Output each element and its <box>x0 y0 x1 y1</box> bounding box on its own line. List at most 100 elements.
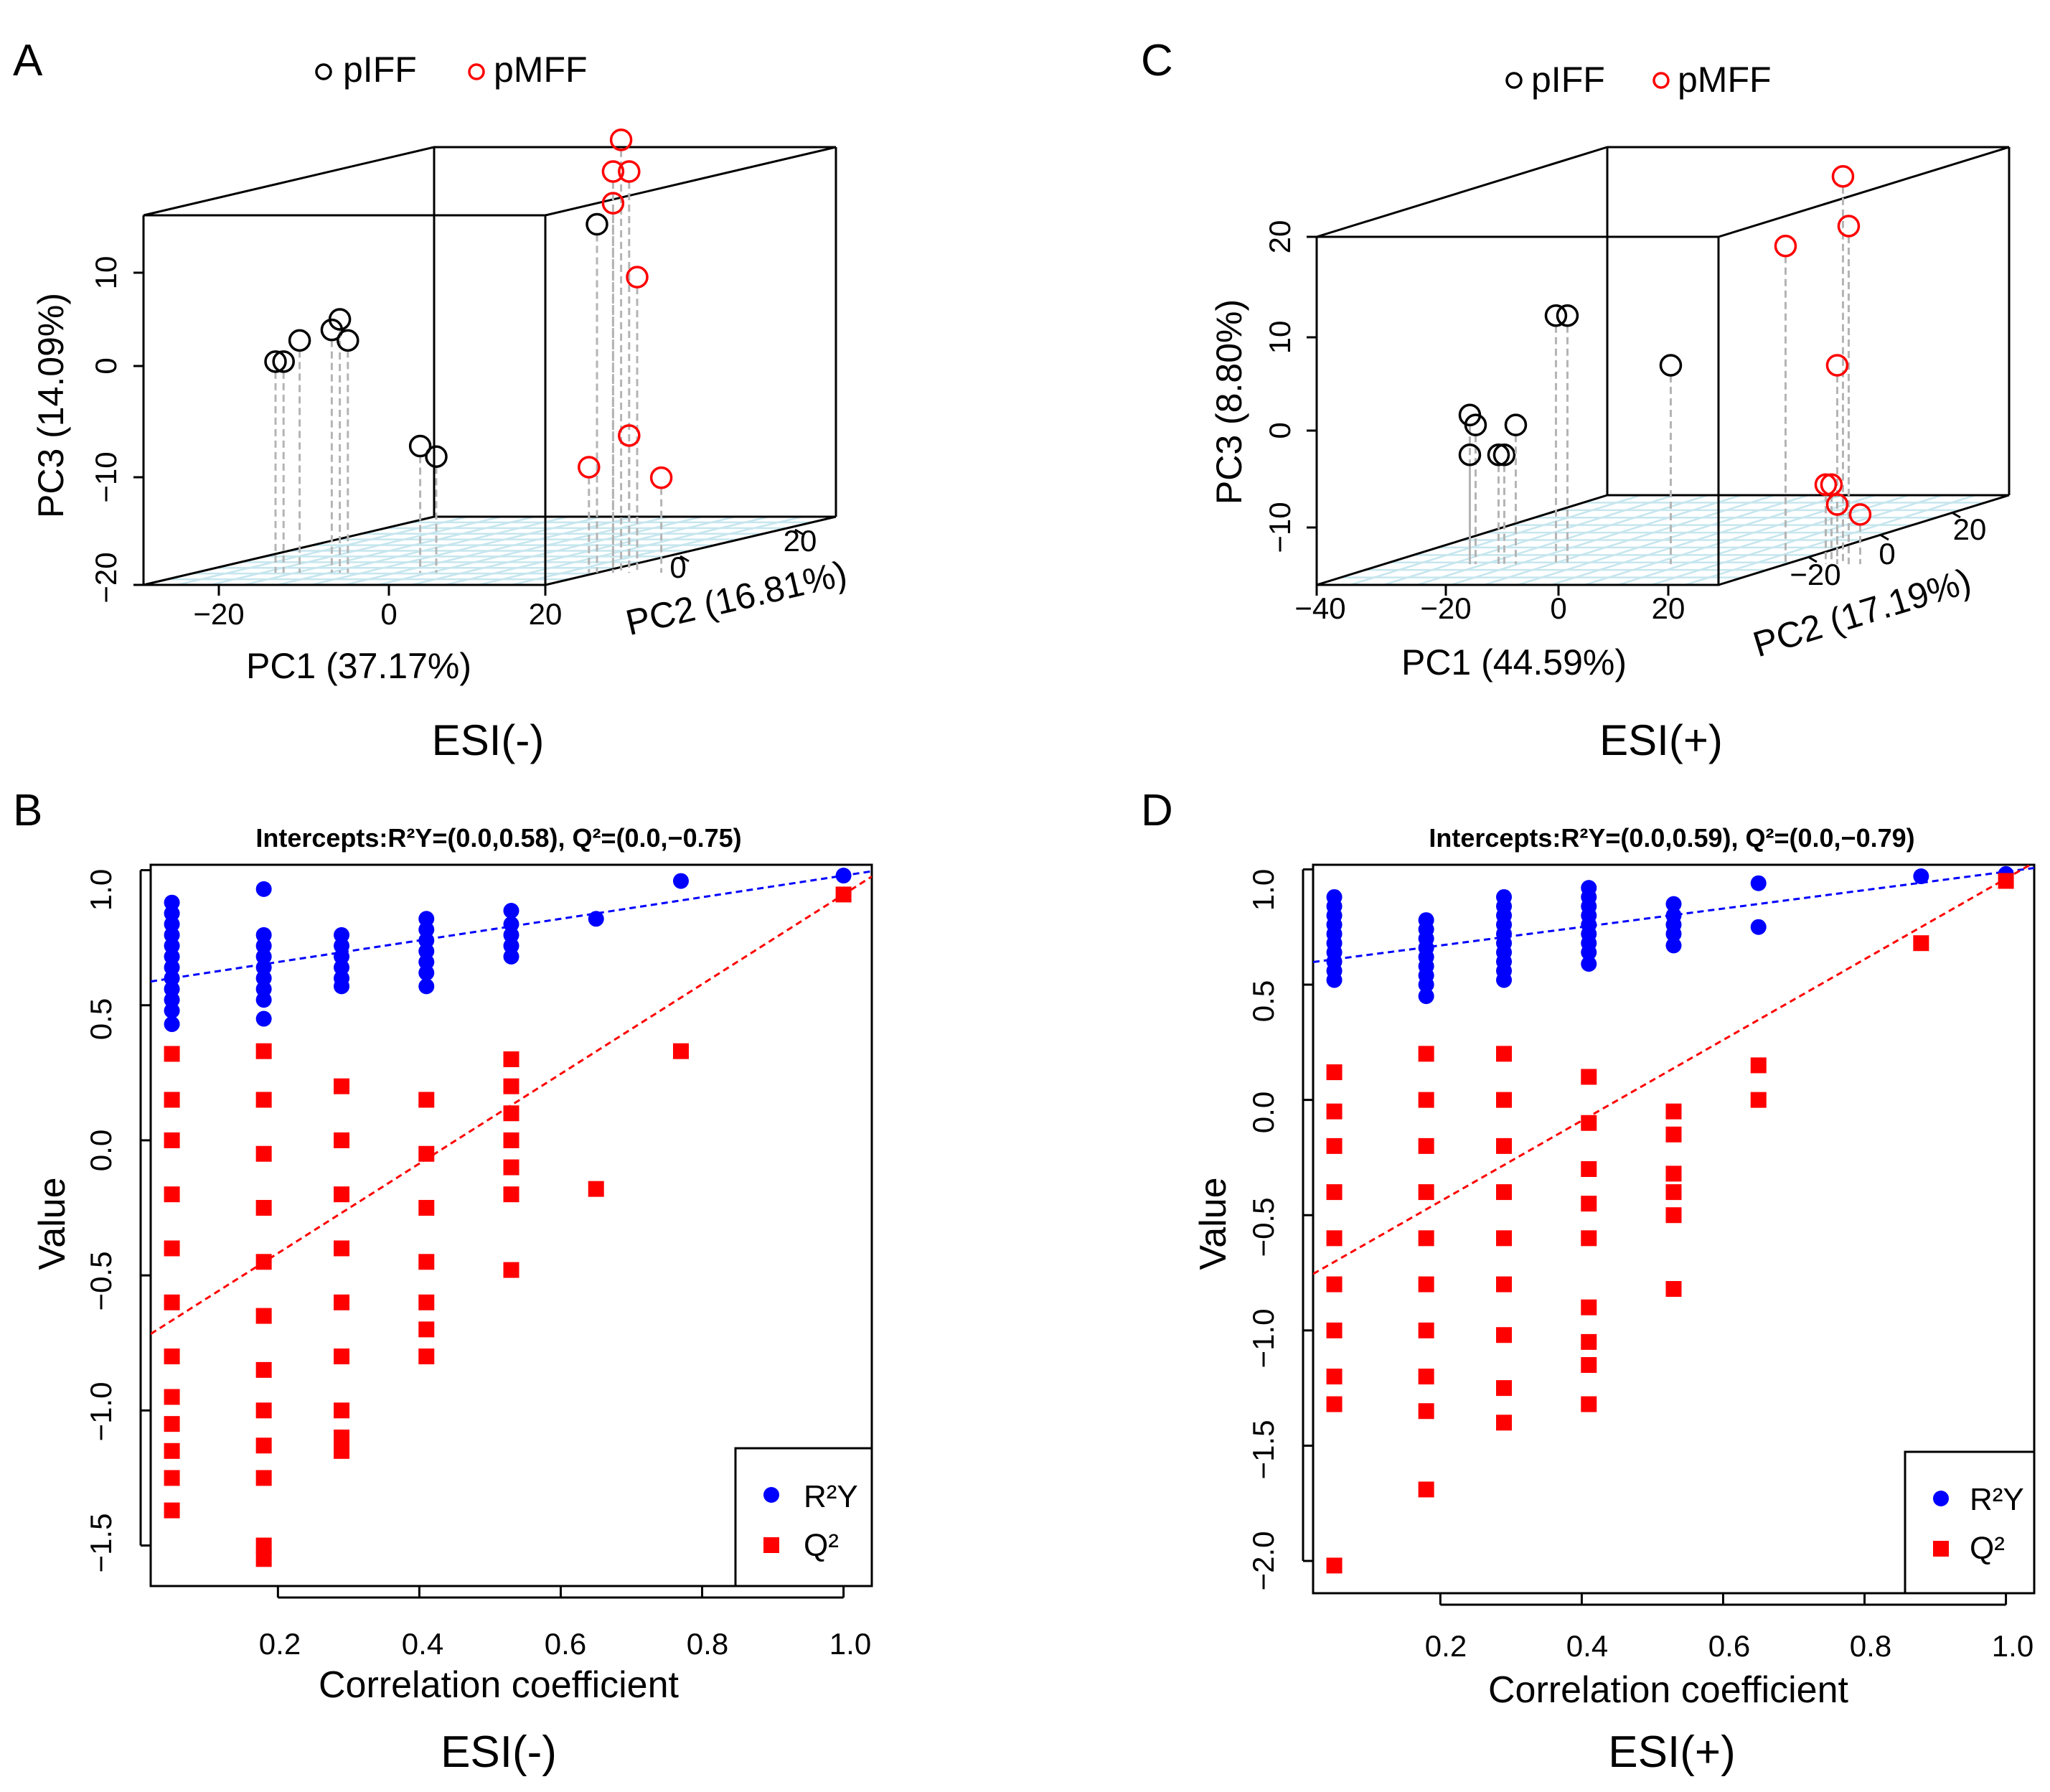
r2y-point <box>418 911 435 927</box>
d-y-tick: 0.5 <box>1246 980 1280 1022</box>
d-y-tick: −1.0 <box>1246 1309 1280 1369</box>
pmff-point <box>1825 493 1849 516</box>
legend-r2y-marker <box>763 1487 779 1503</box>
q2-point <box>1750 1092 1767 1108</box>
q2-point <box>334 1294 350 1310</box>
q2-point <box>255 1145 272 1162</box>
r2y-point <box>418 943 435 960</box>
b-y-tick: 0.5 <box>84 998 118 1040</box>
r2y-point <box>503 902 519 919</box>
q2-point <box>1418 1369 1434 1385</box>
panel-c-letter: C <box>1141 36 1173 85</box>
panel-d: D Intercepts:R²Y=(0.0,0.59), Q²=(0.0,−0.… <box>1141 786 2036 1777</box>
q2-point <box>1581 1069 1597 1085</box>
piff-point <box>586 212 608 236</box>
c-x-label: PC1 (44.59%) <box>1401 642 1627 682</box>
legend-q2-label: Q² <box>1970 1531 2005 1566</box>
panel-b-title: Intercepts:R²Y=(0.0,0.58), Q²=(0.0,−0.75… <box>255 823 741 853</box>
q2-point <box>255 1092 272 1108</box>
r2y-point <box>418 932 435 949</box>
q2-point <box>334 1240 350 1257</box>
piff-point <box>408 434 432 458</box>
r2y-point <box>164 992 180 1008</box>
q2-point <box>334 1348 350 1365</box>
q2-point <box>1326 1557 1343 1574</box>
piff-point <box>425 445 448 469</box>
q2-point <box>418 1348 435 1365</box>
q2-point <box>1581 1115 1597 1131</box>
r2y-point <box>1665 937 1682 954</box>
r2y-point <box>1665 926 1682 942</box>
q2-point <box>334 1132 350 1148</box>
panel-c-box <box>1315 146 2011 586</box>
q2-point <box>503 1186 519 1203</box>
q2-point <box>1665 1126 1682 1143</box>
q2-point <box>418 1200 435 1216</box>
r2y-point <box>1665 896 1682 912</box>
r2y-point <box>503 927 519 943</box>
q2-point <box>503 1105 519 1122</box>
q2-point <box>1496 1380 1513 1397</box>
c-z-tick: −10 <box>1263 502 1297 553</box>
d-y-tick: 1.0 <box>1246 869 1280 911</box>
q2-point <box>418 1321 435 1338</box>
panel-b-x-axis: 0.2 0.4 0.6 0.8 1.0 Correlation coeffici… <box>259 1585 871 1706</box>
q2-point <box>164 1389 180 1405</box>
panel-b-plot-area <box>139 868 872 1599</box>
q2-point <box>164 1132 180 1148</box>
q2-point <box>1496 1276 1513 1293</box>
b-y-tick: −1.0 <box>84 1382 118 1442</box>
pmff-point <box>1825 354 1849 377</box>
pmff-point <box>609 128 633 151</box>
d-y-tick: −2.0 <box>1246 1531 1280 1591</box>
q2-point <box>255 1470 272 1486</box>
q2-point <box>334 1429 350 1445</box>
r2y-point <box>1326 972 1343 988</box>
q2-point <box>164 1294 180 1310</box>
a-x-label: PC1 (37.17%) <box>246 646 471 686</box>
q2-point <box>503 1132 519 1148</box>
q2-point <box>1326 1137 1343 1154</box>
r2y-point <box>503 916 519 932</box>
pmff-point <box>618 424 641 447</box>
r2y-point <box>1913 868 1929 885</box>
q2-point <box>418 1092 435 1108</box>
pmff-point <box>1837 215 1861 238</box>
r2y-point <box>164 970 180 987</box>
panel-a-y-axis: 0 20 PC2 (16.81%) <box>622 524 851 643</box>
pmff-point <box>1831 164 1855 188</box>
pmff-point <box>578 456 601 479</box>
d-y-tick: −1.5 <box>1246 1420 1280 1480</box>
r2y-point <box>255 948 272 965</box>
d-y-tick: −0.5 <box>1246 1198 1280 1257</box>
c-z-tick: 0 <box>1263 422 1297 438</box>
b-x-tick: 1.0 <box>829 1627 871 1661</box>
q2-point <box>418 1294 435 1310</box>
r2y-point <box>1750 919 1767 935</box>
panel-d-caption: ESI(+) <box>1608 1727 1735 1777</box>
d-y-label: Value <box>1193 1177 1234 1270</box>
r2y-point <box>255 881 272 897</box>
panel-c-legend: pIFF pMFF <box>1505 60 1772 100</box>
a-y-tick: 20 <box>784 524 817 558</box>
q2-point <box>1418 1137 1434 1154</box>
q2-point <box>835 886 852 903</box>
q2-point <box>1496 1092 1513 1108</box>
q2-point <box>1496 1415 1513 1431</box>
piff-point <box>264 350 287 373</box>
q2-point <box>1418 1184 1434 1201</box>
r2y-point <box>334 927 350 943</box>
piff-point <box>328 308 352 331</box>
legend-pmff-marker <box>1652 72 1670 89</box>
legend-pmff-marker <box>468 63 485 80</box>
regression-line <box>151 870 872 983</box>
q2-point <box>1326 1230 1343 1247</box>
floor-grid-line <box>1684 494 1976 586</box>
q2-point <box>503 1051 519 1068</box>
a-z-tick: −10 <box>89 451 123 502</box>
q2-point <box>334 1402 350 1419</box>
q2-point <box>1418 1276 1434 1293</box>
b-x-tick: 0.8 <box>687 1627 728 1661</box>
r2y-point <box>164 960 180 976</box>
piff-point <box>1504 413 1528 436</box>
